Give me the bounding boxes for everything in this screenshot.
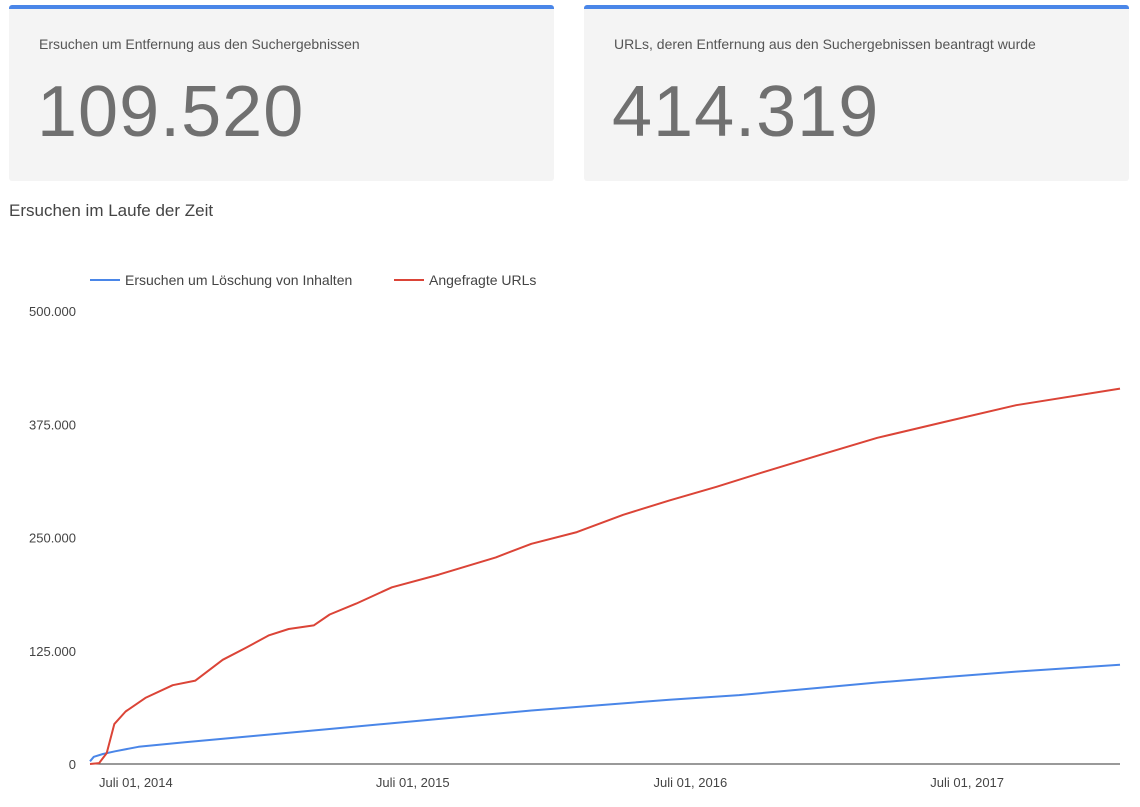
x-tick-label: Juli 01, 2017 [930,775,1004,790]
y-tick-label: 500.000 [29,304,76,319]
x-tick-label: Juli 01, 2016 [653,775,727,790]
y-tick-label: 375.000 [29,417,76,432]
requests-stat-value: 109.520 [37,72,305,152]
legend-label: Ersuchen um Löschung von Inhalten [125,272,352,288]
series-line-requests [89,663,1121,762]
urls-stat-card: URLs, deren Entfernung aus den Suchergeb… [584,5,1129,181]
x-axis: Juli 01, 2014 Juli 01, 2015 Juli 01, 2016 J… [90,763,1120,790]
urls-stat-label: URLs, deren Entfernung aus den Suchergeb… [614,36,1036,52]
requests-stat-card: Ersuchen um Entfernung aus den Suchergeb… [9,5,554,181]
y-tick-label: 125.000 [29,644,76,659]
y-axis: 0 125.000 250.000 375.000 500.000 [29,304,76,772]
urls-stat-value: 414.319 [612,72,880,152]
y-tick-label: 0 [69,757,76,772]
x-tick-label: Juli 01, 2015 [376,775,450,790]
legend-label: Angefragte URLs [429,272,536,288]
x-tick-label: Juli 01, 2014 [99,775,173,790]
series-line-urls [89,387,1121,765]
chart-series [89,387,1121,765]
line-chart: Ersuchen um Löschung von Inhalten Angefra… [29,272,1121,790]
y-tick-label: 250.000 [29,531,76,546]
chart-legend: Ersuchen um Löschung von Inhalten Angefra… [90,272,536,288]
requests-stat-label: Ersuchen um Entfernung aus den Suchergeb… [39,36,360,52]
section-title: Ersuchen im Laufe der Zeit [9,201,214,220]
